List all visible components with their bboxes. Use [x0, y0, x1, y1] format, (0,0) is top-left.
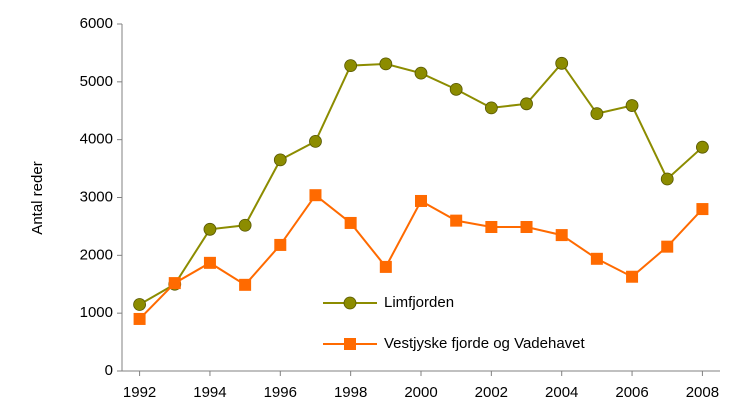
data-point [485, 220, 498, 233]
data-point [415, 194, 427, 207]
data-point [696, 203, 709, 216]
data-point [555, 56, 569, 70]
y-tick-label: 2000 [80, 246, 113, 263]
x-tick-label: 1992 [123, 384, 156, 401]
data-point [203, 222, 217, 236]
data-point [309, 135, 322, 148]
data-point [449, 82, 463, 96]
y-tick-label: 6000 [80, 15, 113, 32]
y-tick-label: 1000 [80, 304, 113, 321]
y-tick-label: 4000 [80, 131, 113, 148]
x-tick-label: 2000 [404, 384, 437, 401]
data-point [344, 59, 358, 73]
data-point [414, 66, 428, 80]
data-point [203, 256, 216, 269]
data-point [379, 260, 392, 273]
data-point [274, 238, 287, 251]
data-point [238, 218, 252, 232]
x-tick-label: 1996 [264, 384, 297, 401]
x-tick-label: 2002 [475, 384, 508, 401]
y-tick-label: 5000 [80, 73, 113, 90]
data-point [661, 240, 674, 253]
series-line [139, 61, 704, 306]
data-point [555, 229, 568, 242]
data-point [133, 298, 146, 311]
data-point [309, 189, 322, 202]
data-point [484, 101, 498, 115]
data-point [273, 153, 287, 167]
data-point [520, 220, 533, 233]
data-point [696, 140, 709, 154]
x-tick-label: 1994 [193, 384, 226, 401]
x-tick-label: 1998 [334, 384, 367, 401]
legend-label: Limfjorden [384, 294, 454, 311]
x-tick-label: 2004 [545, 384, 578, 401]
y-tick-label: 0 [105, 362, 113, 379]
data-point [625, 99, 639, 112]
data-point [168, 277, 181, 290]
data-point [133, 312, 146, 325]
data-point [344, 216, 357, 229]
data-point [660, 172, 674, 186]
data-point [239, 278, 252, 291]
x-tick-label: 2006 [615, 384, 648, 401]
data-point [626, 270, 639, 283]
legend-label: Vestjyske fjorde og Vadehavet [384, 335, 586, 352]
y-axis-label: Antal reder [29, 161, 46, 234]
y-tick-label: 3000 [80, 188, 113, 205]
data-point [590, 107, 604, 121]
x-tick-label: 2008 [686, 384, 719, 401]
data-point [590, 252, 603, 265]
legend-marker [344, 338, 356, 350]
data-point [520, 97, 533, 111]
data-point [379, 57, 393, 71]
data-point [450, 214, 463, 227]
legend-marker [343, 296, 357, 310]
